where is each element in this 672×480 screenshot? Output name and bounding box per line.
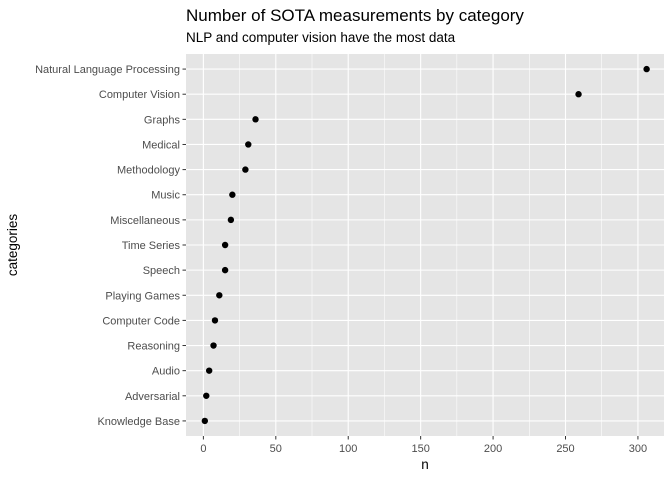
data-point — [221, 241, 229, 249]
x-tick-label: 300 — [629, 443, 647, 455]
y-axis: Natural Language Processing Computer Visi… — [35, 64, 186, 428]
x-tick-label: 200 — [484, 443, 502, 455]
y-tick-label: Computer Vision — [99, 89, 180, 101]
data-point — [242, 166, 249, 173]
y-axis-title: categories — [5, 214, 20, 277]
chart-title: Number of SOTA measurements by category — [186, 6, 524, 25]
x-tick-label: 0 — [200, 443, 206, 455]
y-tick-label: Playing Games — [105, 290, 180, 302]
major-gridlines — [186, 54, 664, 436]
data-point — [252, 116, 259, 123]
x-axis-title: n — [421, 457, 429, 472]
data-point — [203, 392, 210, 399]
x-tick-label: 150 — [411, 443, 429, 455]
y-tick-label: Time Series — [122, 240, 181, 252]
y-tick-label: Audio — [152, 366, 180, 378]
y-tick-label: Natural Language Processing — [35, 64, 180, 76]
y-tick-label: Speech — [143, 265, 180, 277]
data-point — [229, 191, 236, 198]
data-points — [201, 65, 650, 425]
x-axis: 0 50 100 150 200 250 300 — [200, 436, 647, 455]
x-tick-label: 250 — [556, 443, 574, 455]
data-point — [575, 91, 582, 98]
y-tick-label: Graphs — [144, 114, 181, 126]
y-tick-label: Methodology — [117, 165, 180, 177]
y-tick-label: Computer Code — [102, 315, 180, 327]
data-point — [211, 317, 219, 324]
x-tick-label: 100 — [339, 443, 357, 455]
y-tick-label: Reasoning — [127, 341, 180, 353]
data-point — [210, 342, 217, 349]
y-tick-label: Music — [151, 190, 180, 202]
y-tick-label: Medical — [142, 139, 180, 151]
y-tick-label: Adversarial — [125, 391, 180, 403]
data-point — [221, 266, 229, 274]
y-tick-label: Miscellaneous — [110, 215, 180, 227]
chart-subtitle: NLP and computer vision have the most da… — [186, 30, 456, 45]
x-tick-label: 50 — [270, 443, 282, 455]
data-point — [643, 65, 650, 73]
data-point — [227, 216, 235, 224]
y-tick-label: Knowledge Base — [97, 416, 180, 428]
data-point — [245, 141, 252, 148]
data-point — [205, 367, 213, 374]
data-point — [201, 417, 209, 425]
data-point — [216, 292, 223, 299]
